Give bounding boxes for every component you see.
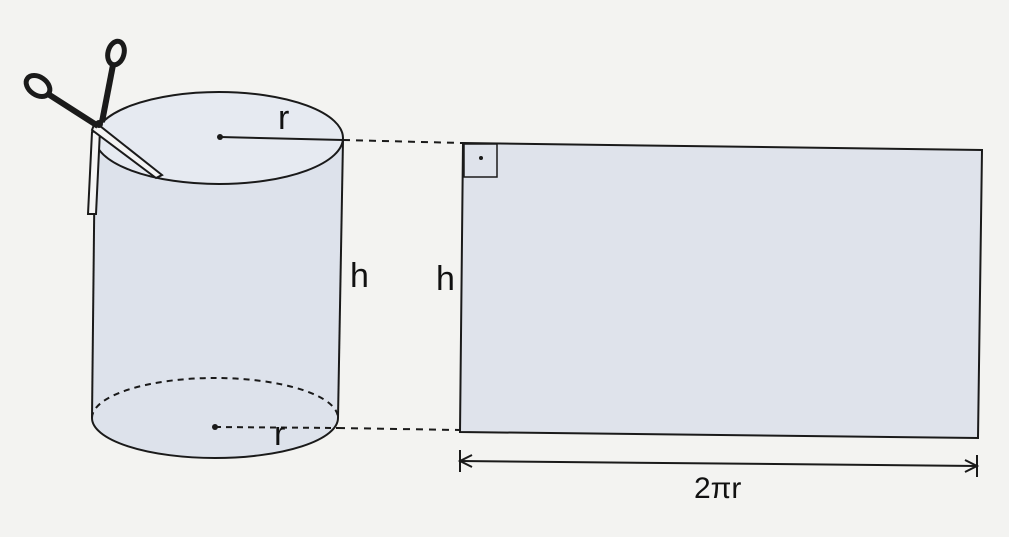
width-arrowhead-right (964, 459, 980, 473)
unrolled-rectangle (458, 141, 984, 440)
top-radius-line (219, 136, 344, 141)
scissors-arm-top (99, 64, 116, 123)
width-arrowhead-left (457, 454, 473, 468)
scissors-handle-top (105, 38, 127, 68)
scissors-arm-left (46, 91, 100, 129)
scissors-pivot (95, 120, 103, 128)
right-angle-dot (479, 156, 483, 160)
scissors-blade-upper (90, 120, 164, 180)
rect-height-label: h (436, 260, 455, 298)
cylinder-right-edge (337, 139, 344, 419)
cylinder-height-label: h (350, 257, 369, 295)
cylinder-bottom-front-edge (91, 417, 339, 459)
top-radius-label: r (278, 99, 289, 137)
bottom-radius-label: r (274, 415, 285, 453)
width-dimension (457, 450, 980, 477)
cylinder-bottom-back-edge (91, 377, 339, 419)
cylinder-body (92, 92, 344, 459)
connector-bottom (337, 427, 461, 431)
width-dimension-line (459, 460, 978, 467)
cylinder (91, 91, 344, 459)
scissors-icon (23, 38, 164, 215)
right-angle-marker (463, 143, 498, 178)
bottom-radius-line (214, 426, 339, 429)
connector-top (342, 139, 463, 144)
rect-width-label: 2πr (694, 472, 741, 505)
